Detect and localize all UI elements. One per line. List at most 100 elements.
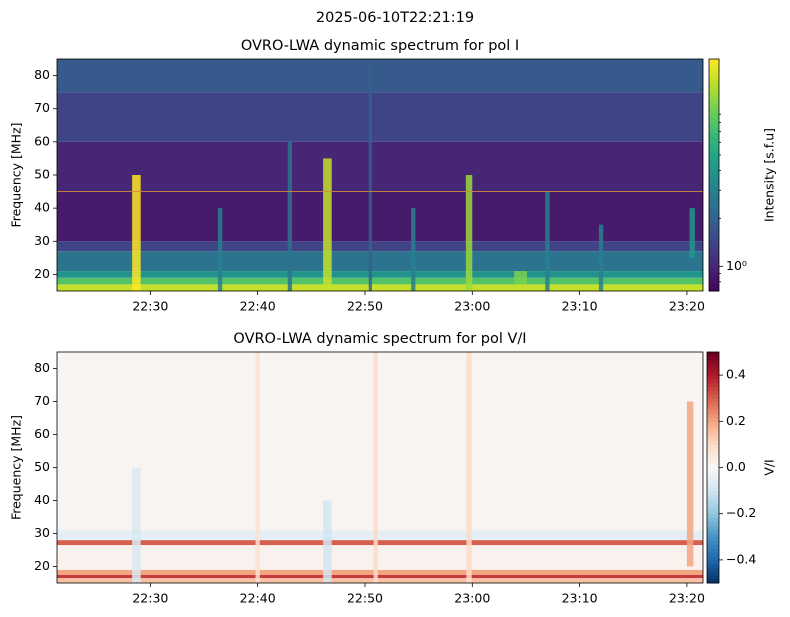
colorbar-cell xyxy=(707,521,719,526)
y-tick-label: 80 xyxy=(34,67,50,82)
colorbar-cell xyxy=(709,279,719,284)
colorbar-cell xyxy=(707,509,719,515)
colorbar-cell xyxy=(709,194,719,199)
colorbar-cell xyxy=(707,536,719,542)
colorbar-cell xyxy=(707,482,719,488)
y-tick-label: 80 xyxy=(34,360,50,375)
colorbar-cell xyxy=(709,267,719,273)
colorbar-cell xyxy=(707,398,719,403)
colorbar-cell xyxy=(707,498,719,503)
y-tick-label: 50 xyxy=(34,459,50,474)
colorbar-cell xyxy=(707,405,719,411)
colorbar-cell xyxy=(709,140,719,145)
y-tick-label: 30 xyxy=(34,233,50,248)
colorbar-cell xyxy=(707,352,719,357)
colorbar-cell xyxy=(709,113,719,118)
colorbar-cell xyxy=(707,529,719,534)
colorbar-cell xyxy=(707,429,719,434)
colorbar-cell xyxy=(707,375,719,380)
band xyxy=(57,191,703,242)
plot-area xyxy=(57,352,703,583)
colorbar-cell xyxy=(709,171,719,176)
colorbar-cell xyxy=(709,213,719,219)
x-tick-label: 23:10 xyxy=(562,299,598,314)
colorbar-cell xyxy=(709,74,719,79)
y-tick-label: 70 xyxy=(34,393,50,408)
colorbar-cell xyxy=(709,202,719,207)
colorbar-cell xyxy=(709,124,719,130)
colorbar-cell xyxy=(707,359,719,365)
burst xyxy=(598,224,604,291)
colorbar-cell xyxy=(709,117,719,122)
colorbar-cell xyxy=(707,540,719,545)
colorbar-cell xyxy=(707,579,719,584)
colorbar-cell xyxy=(709,66,719,72)
colorbar-cell xyxy=(709,229,719,234)
colorbar-cell xyxy=(709,198,719,203)
band xyxy=(57,241,703,252)
colorbar-cell xyxy=(707,378,719,384)
y-tick-label: 50 xyxy=(34,167,50,182)
colorbar-cell xyxy=(707,479,719,484)
axes-title: OVRO-LWA dynamic spectrum for pol I xyxy=(241,38,519,54)
colorbar-cell xyxy=(709,86,719,91)
colorbar-cell xyxy=(707,502,719,507)
colorbar-cell xyxy=(709,147,719,153)
colorbar-cell xyxy=(707,417,719,422)
colorbar-cell xyxy=(709,190,719,195)
burst xyxy=(255,352,260,583)
band xyxy=(57,530,703,541)
colorbar-cell xyxy=(709,136,719,141)
colorbar-cell xyxy=(707,390,719,395)
band xyxy=(57,540,703,546)
band xyxy=(57,574,703,579)
colorbar-cell xyxy=(709,82,719,87)
colorbar-cell xyxy=(709,225,719,230)
colorbar-cell xyxy=(707,413,719,418)
band xyxy=(57,141,703,192)
colorbar-cell xyxy=(707,444,719,449)
colorbar-tick-label: 0.0 xyxy=(726,459,746,474)
colorbar-cell xyxy=(707,563,719,569)
colorbar-cell xyxy=(709,128,719,133)
colorbar-cell xyxy=(709,205,719,211)
colorbar-cell xyxy=(707,425,719,430)
y-tick-label: 20 xyxy=(34,558,50,573)
x-tick-label: 23:10 xyxy=(562,591,598,606)
colorbar-cell xyxy=(707,409,719,415)
y-tick-label: 30 xyxy=(34,525,50,540)
colorbar-cell xyxy=(707,548,719,553)
colorbar-tick-label: 10⁰ xyxy=(726,258,747,273)
burst xyxy=(287,141,293,291)
plot-area xyxy=(57,59,703,291)
colorbar-cell xyxy=(709,175,719,180)
colorbar-cell xyxy=(709,89,719,95)
colorbar-cell xyxy=(707,463,719,468)
y-tick-label: 20 xyxy=(34,266,50,281)
burst xyxy=(411,208,416,291)
y-axis-label: Frequency [MHz] xyxy=(9,122,24,227)
burst xyxy=(686,401,694,567)
colorbar-cell xyxy=(709,105,719,110)
colorbar-cell xyxy=(709,97,719,103)
colorbar-cell xyxy=(709,93,719,99)
colorbar-cell xyxy=(707,421,719,426)
colorbar-cell xyxy=(709,62,719,68)
colorbar-cell xyxy=(707,556,719,561)
y-axis-label: Frequency [MHz] xyxy=(9,415,24,520)
colorbar-cell xyxy=(709,287,719,292)
colorbar-cell xyxy=(707,490,719,495)
colorbar-cell xyxy=(707,559,719,565)
colorbar-cell xyxy=(709,109,719,114)
colorbar-cell xyxy=(709,236,719,242)
y-tick-label: 40 xyxy=(34,492,50,507)
x-tick-label: 22:30 xyxy=(132,299,168,314)
colorbar-cell xyxy=(707,386,719,391)
burst xyxy=(465,175,473,291)
y-tick-label: 60 xyxy=(34,426,50,441)
colorbar-cell xyxy=(709,260,719,265)
colorbar-cell xyxy=(709,221,719,226)
band xyxy=(57,277,703,285)
colorbar-frame xyxy=(708,58,720,292)
